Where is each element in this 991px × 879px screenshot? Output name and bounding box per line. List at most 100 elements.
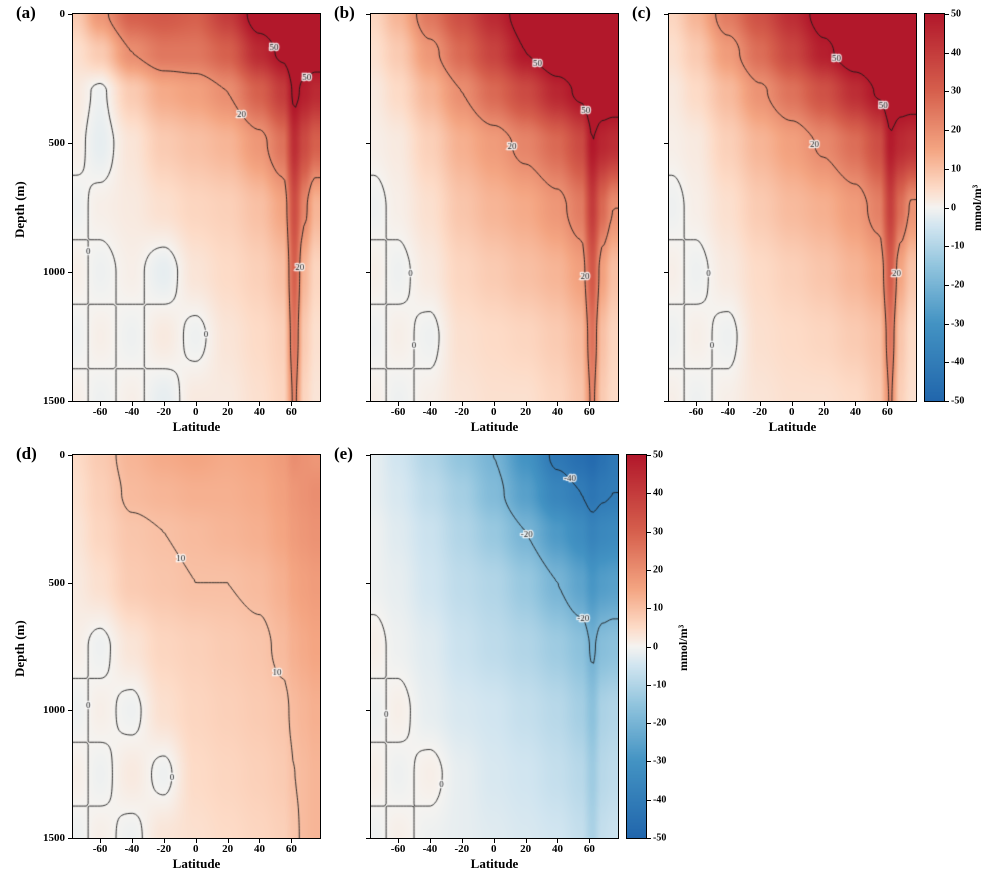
x-tick-mark (131, 402, 133, 406)
colorbar-tick-mark (945, 207, 949, 209)
colorbar-tick-label: 0 (951, 202, 956, 213)
y-tick-mark (68, 14, 72, 15)
x-tick-label: -60 (92, 843, 108, 855)
panel-c-label: (c) (632, 3, 651, 22)
colorbar-tick-mark (945, 323, 949, 325)
colorbar-tick-mark (945, 168, 949, 170)
x-tick-mark (131, 839, 133, 843)
x-tick-label: -40 (124, 406, 140, 418)
y-tick-mark (366, 401, 370, 402)
y-tick-label: 1000 (43, 704, 65, 717)
colorbar-tick-mark (647, 799, 651, 801)
colorbar-tick-mark (647, 455, 651, 456)
panel-b-label: (b) (334, 3, 355, 22)
x-tick-mark (727, 402, 729, 406)
x-tick-label: -60 (390, 843, 406, 855)
x-tick-mark (163, 402, 165, 406)
colorbar-bottom-canvas (627, 455, 646, 838)
colorbar-tick-mark (945, 91, 949, 93)
y-tick-mark (664, 272, 668, 273)
x-tick-mark (429, 839, 431, 843)
panel-d-heatmap-canvas (73, 455, 320, 838)
colorbar-tick-label: 40 (951, 47, 961, 59)
x-tick-label: -40 (124, 843, 140, 855)
colorbar-tick-label: -20 (653, 717, 667, 729)
y-tick-mark (68, 710, 72, 712)
x-tick-label: 60 (583, 406, 595, 418)
panel-d (72, 454, 321, 839)
x-tick-mark (195, 402, 197, 406)
colorbar-tick-label: -40 (951, 356, 965, 368)
x-tick-label: -20 (454, 843, 470, 855)
x-tick-label: 0 (490, 406, 497, 418)
colorbar-tick-mark (647, 608, 651, 610)
x-tick-label: 20 (222, 843, 234, 855)
y-tick-label: 1500 (43, 832, 65, 844)
panel-e-heatmap-canvas (371, 455, 618, 838)
y-tick-mark (366, 838, 370, 839)
y-tick-mark (366, 272, 370, 273)
y-tick-label: 0 (59, 8, 66, 20)
x-tick-label: -20 (454, 406, 470, 418)
y-tick-mark (68, 143, 72, 144)
colorbar-tick-mark (945, 284, 949, 286)
x-tick-mark (525, 402, 527, 406)
x-tick-mark (398, 839, 400, 843)
colorbar-tick-label: 20 (951, 124, 961, 136)
colorbar-tick-mark (945, 14, 949, 15)
panel-a-heatmap-canvas (73, 14, 320, 401)
colorbar-tick-mark (647, 838, 651, 839)
x-tick-label: 20 (520, 843, 532, 855)
x-tick-label: 20 (222, 406, 234, 418)
x-tick-label: -40 (720, 406, 736, 418)
colorbar-tick-label: 30 (951, 85, 961, 97)
colorbar-tick-mark (945, 246, 949, 248)
x-tick-label: -20 (156, 406, 172, 418)
x-tick-mark (823, 402, 825, 406)
y-tick-mark (664, 401, 668, 402)
x-tick-label: 60 (285, 843, 297, 855)
x-axis-title-c: Latitude (768, 419, 817, 434)
colorbar-tick-label: -50 (951, 395, 965, 407)
colorbar-unit-label-top: mmol/m³ (970, 184, 984, 231)
colorbar-top (924, 13, 945, 402)
colorbar-top-canvas (925, 14, 944, 401)
y-tick-mark (664, 143, 668, 144)
colorbar-tick-label: 20 (653, 564, 663, 576)
colorbar-tick-mark (945, 401, 949, 402)
x-tick-label: 40 (551, 843, 563, 855)
x-tick-mark (461, 402, 463, 406)
x-tick-mark (100, 402, 102, 406)
x-tick-mark (227, 402, 229, 406)
x-tick-mark (259, 839, 261, 843)
x-tick-mark (589, 839, 591, 843)
colorbar-tick-mark (647, 761, 651, 763)
y-tick-mark (366, 455, 370, 456)
y-tick-label: 500 (48, 137, 66, 149)
colorbar-tick-label: -50 (653, 832, 667, 844)
y-tick-label: 500 (48, 576, 66, 589)
x-tick-label: 40 (551, 406, 563, 418)
colorbar-tick-label: -30 (951, 318, 965, 330)
colorbar-tick-label: -30 (653, 755, 667, 767)
y-tick-mark (68, 401, 72, 402)
x-tick-label: 60 (583, 843, 595, 855)
panel-e-label: (e) (334, 444, 353, 463)
colorbar-tick-label: 0 (653, 641, 658, 652)
x-tick-label: 40 (849, 406, 861, 418)
panel-a (72, 13, 321, 402)
x-tick-mark (696, 402, 698, 406)
x-tick-label: 20 (818, 406, 830, 418)
x-tick-label: 60 (285, 406, 297, 418)
x-tick-mark (398, 402, 400, 406)
colorbar-tick-mark (647, 684, 651, 686)
x-tick-mark (557, 402, 559, 406)
x-tick-label: -60 (92, 406, 108, 418)
colorbar-tick-mark (647, 646, 651, 648)
colorbar-tick-mark (647, 531, 651, 533)
x-axis-title-e: Latitude (470, 856, 519, 871)
colorbar-tick-label: -20 (951, 279, 965, 291)
x-tick-mark (227, 839, 229, 843)
panel-c-heatmap-canvas (669, 14, 916, 401)
